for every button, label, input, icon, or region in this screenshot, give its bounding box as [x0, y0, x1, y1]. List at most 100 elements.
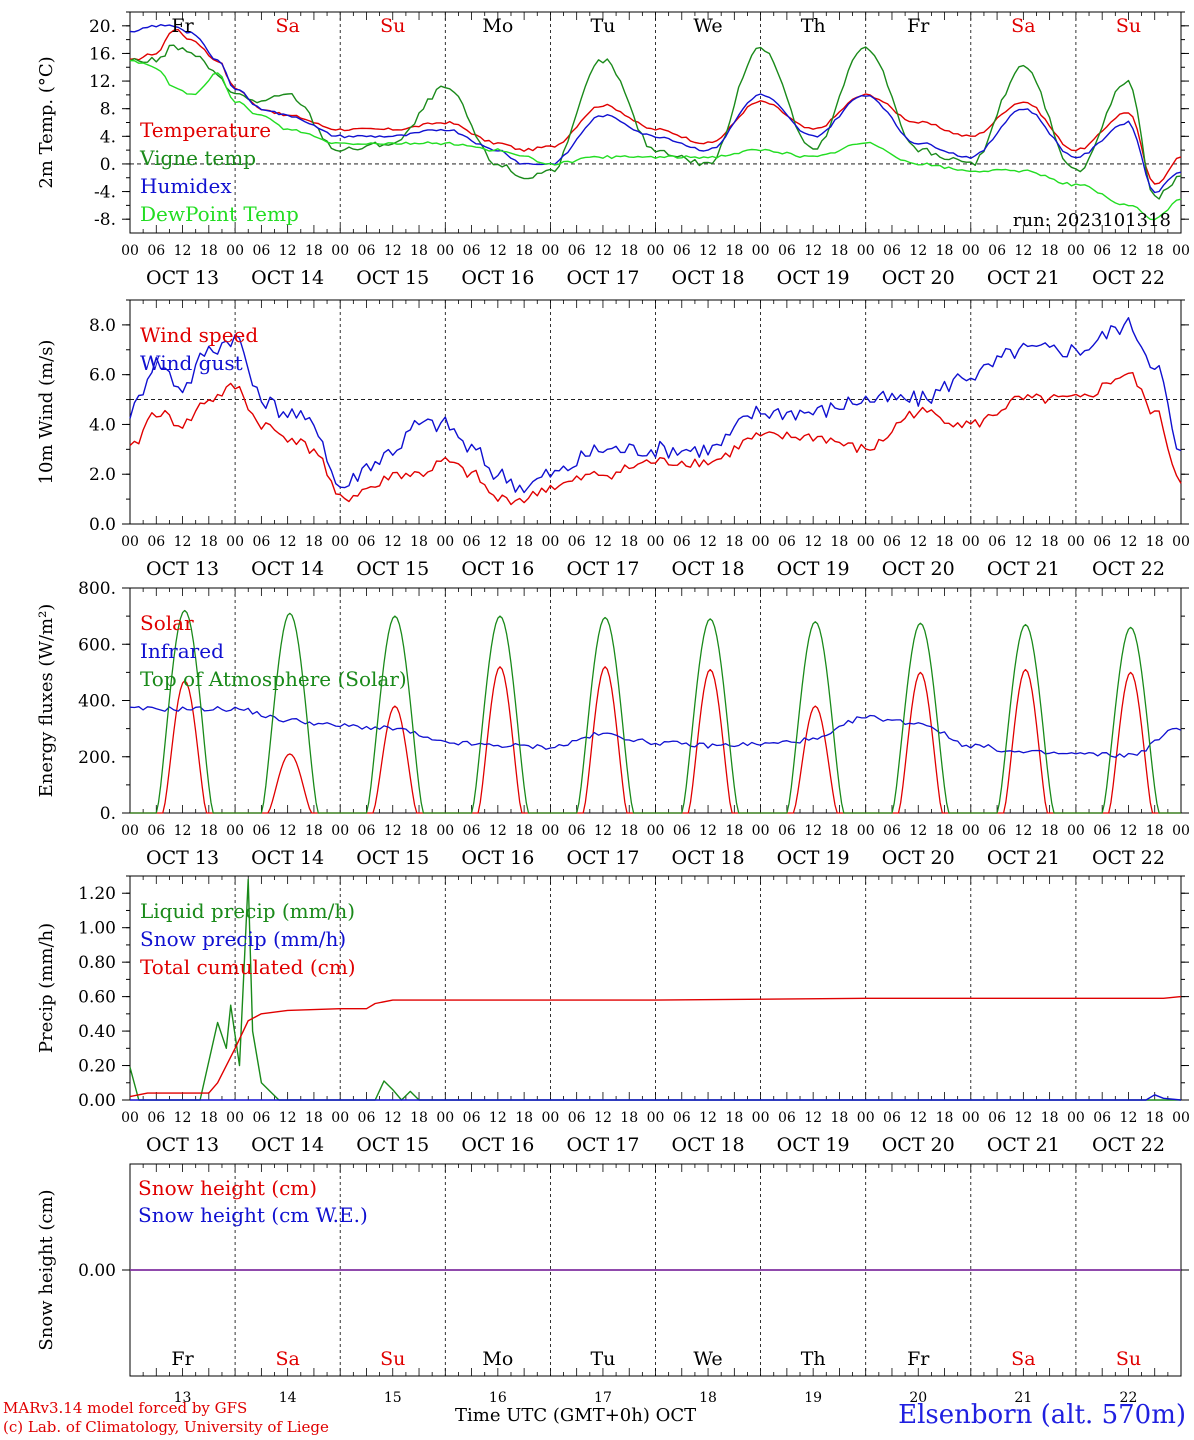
hour-tick-label: 18: [515, 823, 533, 839]
date-label: OCT 15: [356, 558, 429, 580]
legend-entry: Temperature: [140, 118, 271, 142]
hour-tick-label: 18: [1041, 243, 1059, 259]
hour-tick-label: 06: [568, 823, 586, 839]
hour-tick-label: 12: [804, 534, 822, 550]
hour-tick-label: 06: [147, 823, 165, 839]
weekday-label: Mo: [482, 15, 513, 37]
date-label: OCT 18: [672, 847, 745, 869]
legend-entry: Wind speed: [140, 323, 258, 347]
hour-tick-label: 18: [725, 243, 743, 259]
hour-tick-label: 18: [410, 243, 428, 259]
hour-tick-label: 12: [699, 1110, 717, 1126]
legend-entry: Top of Atmosphere (Solar): [140, 667, 407, 691]
y-tick-label: 800.: [78, 579, 116, 599]
y-tick-label: 0.: [100, 804, 116, 824]
weekday-label: Fr: [907, 1348, 930, 1370]
hour-tick-label: 06: [463, 534, 481, 550]
hour-tick-label: 00: [752, 1110, 770, 1126]
hour-tick-label: 00: [331, 534, 349, 550]
y-tick-label: 20.: [89, 17, 116, 37]
hour-tick-label: 06: [778, 534, 796, 550]
hour-tick-label: 18: [936, 534, 954, 550]
hour-tick-label: 12: [384, 1110, 402, 1126]
hour-tick-label: 18: [620, 534, 638, 550]
day-number-label: 16: [489, 1390, 507, 1406]
hour-tick-label: 12: [909, 823, 927, 839]
date-label: OCT 16: [461, 1134, 534, 1156]
hour-tick-label: 00: [647, 823, 665, 839]
date-label: OCT 21: [987, 558, 1060, 580]
series-line: [129, 995, 1182, 1098]
weekday-label: Sa: [1011, 15, 1035, 37]
hour-tick-label: 12: [804, 243, 822, 259]
hour-tick-label: 06: [358, 823, 376, 839]
hour-tick-label: 12: [1120, 243, 1138, 259]
y-tick-label: 12.: [89, 72, 116, 92]
hour-tick-label: 00: [857, 1110, 875, 1126]
hour-tick-label: 06: [883, 1110, 901, 1126]
hour-tick-label: 12: [384, 823, 402, 839]
series-line: [129, 28, 1182, 185]
hour-tick-label: 00: [962, 823, 980, 839]
hour-tick-label: 18: [305, 1110, 323, 1126]
hour-tick-label: 00: [541, 823, 559, 839]
date-label: OCT 18: [672, 267, 745, 289]
plot-frame: [129, 587, 1182, 814]
weekday-label: Fr: [171, 1348, 194, 1370]
hour-tick-label: 18: [200, 823, 218, 839]
date-label: OCT 14: [251, 847, 324, 869]
hour-tick-label: 00: [857, 823, 875, 839]
day-number-label: 18: [699, 1390, 717, 1406]
weekday-label: Mo: [482, 1348, 513, 1370]
date-label: OCT 18: [672, 1134, 745, 1156]
hour-tick-label: 12: [1120, 823, 1138, 839]
hour-tick-label: 06: [568, 243, 586, 259]
y-tick-label: 1.20: [78, 884, 116, 904]
y-axis-label: 10m Wind (m/s): [36, 340, 57, 485]
y-tick-label: 0.80: [78, 953, 116, 973]
hour-tick-label: 18: [725, 1110, 743, 1126]
y-tick-label: 0.0: [89, 515, 116, 535]
hour-tick-label: 00: [752, 823, 770, 839]
weekday-label: Su: [1116, 15, 1141, 37]
hour-tick-label: 12: [909, 243, 927, 259]
hour-tick-label: 12: [489, 1110, 507, 1126]
date-label: OCT 19: [777, 1134, 850, 1156]
series-line: [129, 24, 1182, 194]
plot-frame: [129, 299, 1182, 525]
y-tick-label: -8.: [94, 210, 116, 230]
hour-tick-label: 00: [121, 534, 139, 550]
y-tick-label: 200.: [78, 748, 116, 768]
hour-tick-label: 00: [436, 243, 454, 259]
hour-tick-label: 00: [331, 1110, 349, 1126]
hour-tick-label: 06: [252, 243, 270, 259]
date-label: OCT 20: [882, 1134, 955, 1156]
hour-tick-label: 12: [699, 534, 717, 550]
hour-tick-label: 06: [358, 243, 376, 259]
hour-tick-label: 06: [1093, 823, 1111, 839]
hour-tick-label: 12: [384, 243, 402, 259]
hour-tick-label: 18: [1041, 1110, 1059, 1126]
weekday-label: Sa: [1011, 1348, 1035, 1370]
hour-tick-label: 06: [883, 823, 901, 839]
hour-tick-label: 12: [1014, 243, 1032, 259]
date-label: OCT 14: [251, 267, 324, 289]
hour-tick-label: 00: [857, 243, 875, 259]
hour-tick-label: 18: [1146, 243, 1164, 259]
y-tick-label: -4.: [94, 183, 116, 203]
hour-tick-label: 00: [436, 534, 454, 550]
hour-tick-label: 06: [778, 1110, 796, 1126]
day-number-label: 20: [909, 1390, 927, 1406]
hour-tick-label: 06: [1093, 243, 1111, 259]
hour-tick-label: 06: [463, 1110, 481, 1126]
hour-tick-label: 18: [200, 534, 218, 550]
weekday-label: Th: [801, 15, 826, 37]
hour-tick-label: 06: [358, 1110, 376, 1126]
hour-tick-label: 18: [305, 534, 323, 550]
y-tick-label: 0.40: [78, 1022, 116, 1042]
hour-tick-label: 00: [331, 243, 349, 259]
y-tick-label: 4.: [100, 127, 116, 147]
hour-tick-label: 00: [647, 243, 665, 259]
hour-tick-label: 18: [410, 1110, 428, 1126]
